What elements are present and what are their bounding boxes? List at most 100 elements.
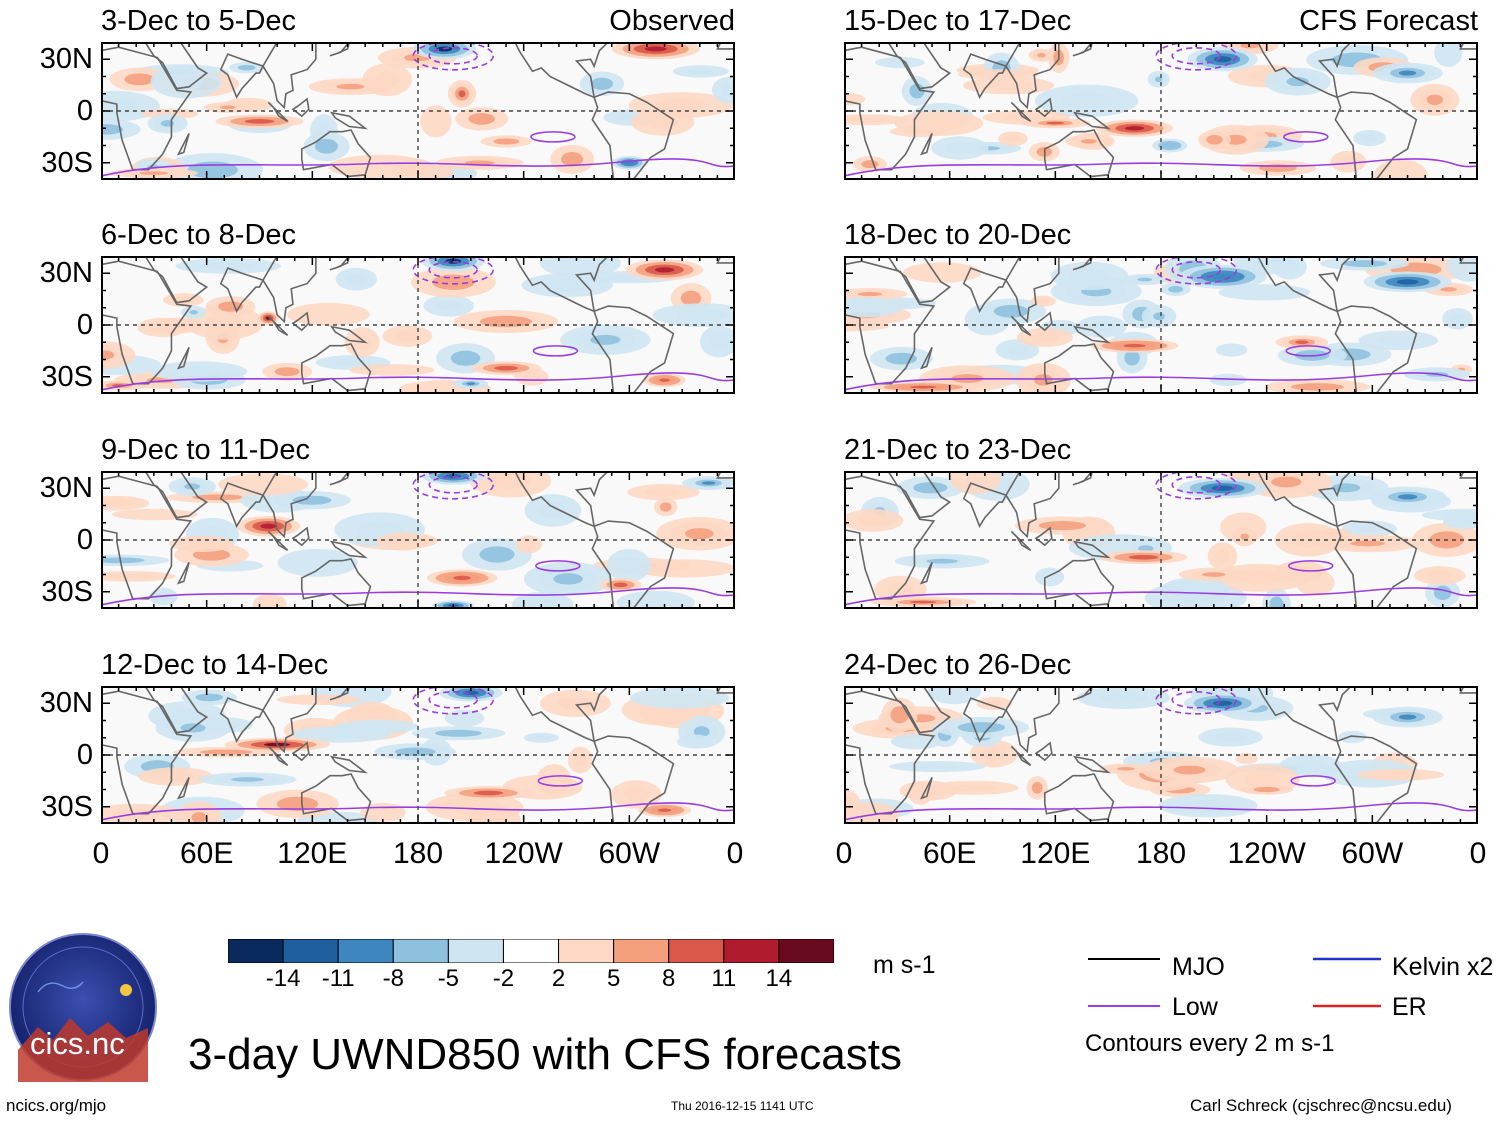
anomaly-region [394, 747, 436, 756]
anomaly-region [1153, 312, 1165, 321]
observed-label: Observed [609, 5, 735, 37]
anomaly-region [574, 753, 587, 767]
logo-text: cics.nc [30, 1026, 125, 1061]
colorbar-tick-label: 2 [551, 965, 566, 992]
anomaly-region [286, 302, 370, 326]
anomaly-region [253, 593, 287, 609]
legend-line-low [1088, 1005, 1160, 1007]
anomaly-region [292, 495, 332, 505]
lat-tick-label: 30N [39, 43, 93, 76]
anomaly-region [890, 706, 909, 724]
anomaly-region [1350, 540, 1385, 547]
anomaly-region [1218, 284, 1311, 301]
anomaly-region [1168, 285, 1184, 293]
anomaly-region [101, 124, 124, 135]
cics-logo: cics.nc [8, 932, 158, 1082]
colorbar-swatch [282, 939, 339, 963]
anomaly-region [1295, 569, 1335, 596]
coastline [329, 256, 351, 271]
anomaly-region [453, 575, 471, 581]
panel-title: 3-Dec to 5-Dec [101, 5, 297, 37]
anomaly-region [659, 378, 670, 382]
anomaly-region [1006, 344, 1029, 356]
coastline [144, 42, 209, 90]
anomaly-region [479, 546, 515, 563]
coastline [291, 741, 310, 762]
anomaly-region [218, 473, 309, 496]
anomaly-region [276, 796, 319, 811]
anomaly-region [276, 694, 361, 706]
anomaly-region [277, 548, 358, 577]
anomaly-region [1215, 343, 1248, 357]
lon-tick-label: 60W [1341, 837, 1404, 870]
coastline [1459, 686, 1478, 694]
anomaly-region [1212, 700, 1233, 706]
anomaly-region [1176, 584, 1213, 599]
anomaly-region [617, 557, 640, 574]
coastline [1034, 97, 1053, 118]
coastline [144, 256, 209, 304]
footer-url[interactable]: ncics.org/mjo [6, 1096, 107, 1115]
coastline [219, 482, 265, 528]
coastline [1072, 540, 1111, 559]
contour-low-positive [844, 158, 1478, 177]
anomaly-region [374, 71, 400, 88]
colorbar-tick-label: -11 [321, 965, 355, 992]
colorbar-swatch [228, 939, 284, 963]
anomaly-region [631, 559, 735, 578]
coastline [1005, 471, 1060, 539]
coastline [887, 42, 952, 90]
anomaly-region [450, 350, 481, 366]
forecast-label: CFS Forecast [1299, 5, 1478, 37]
anomaly-region [522, 539, 536, 549]
footer-author[interactable]: Carl Schreck (cjschrec@ncsu.edu) [1190, 1096, 1452, 1115]
anomaly-region [857, 514, 888, 527]
anomaly-region [644, 46, 667, 52]
anomaly-region [199, 749, 253, 755]
anomaly-region [949, 471, 1001, 495]
coastline [1334, 520, 1418, 609]
coastline [1005, 42, 1060, 110]
anomaly-region [1378, 771, 1423, 778]
lon-tick-label: 60E [922, 837, 977, 870]
lat-tick-label: 30S [41, 790, 93, 823]
anomaly-region [1080, 139, 1097, 144]
lon-tick-label: 120W [1227, 837, 1306, 870]
colorbar-swatch [613, 939, 670, 963]
anomaly-region [680, 290, 702, 306]
anomaly-region [1398, 714, 1417, 720]
anomaly-region [1397, 494, 1418, 500]
legend-line-mjo [1088, 958, 1160, 960]
anomaly-region [985, 81, 1032, 90]
anomaly-region [1434, 42, 1463, 68]
anomaly-region [174, 366, 224, 377]
anomaly-region [334, 358, 372, 367]
coastline [1072, 471, 1094, 486]
anomaly-region [1070, 268, 1109, 284]
anomaly-region [1449, 313, 1466, 325]
lon-tick-label: 120E [277, 837, 348, 870]
colorbar-tick-label: -8 [382, 965, 404, 992]
anomaly-region [336, 83, 365, 90]
anomaly-region [861, 160, 879, 169]
anomaly-region [1243, 771, 1282, 787]
coastline [962, 697, 1008, 743]
lon-tick-label: 60E [179, 837, 234, 870]
anomaly-region [156, 771, 195, 782]
anomaly-region [432, 274, 475, 290]
panel-title: 6-Dec to 8-Dec [101, 219, 297, 251]
lon-tick-label: 180 [1135, 837, 1187, 870]
anomaly-region [844, 302, 884, 313]
anomaly-region [1248, 256, 1279, 268]
anomaly-region [205, 314, 245, 332]
anomaly-region [657, 808, 672, 812]
coastline [887, 256, 952, 304]
anomaly-region [709, 333, 729, 350]
coastline [267, 530, 289, 552]
anomaly-region [909, 83, 925, 99]
lat-tick-label: 30S [41, 146, 93, 179]
coastline [887, 471, 952, 519]
anomaly-region [185, 539, 218, 548]
coastline [1043, 129, 1115, 178]
anomaly-region [219, 105, 236, 110]
